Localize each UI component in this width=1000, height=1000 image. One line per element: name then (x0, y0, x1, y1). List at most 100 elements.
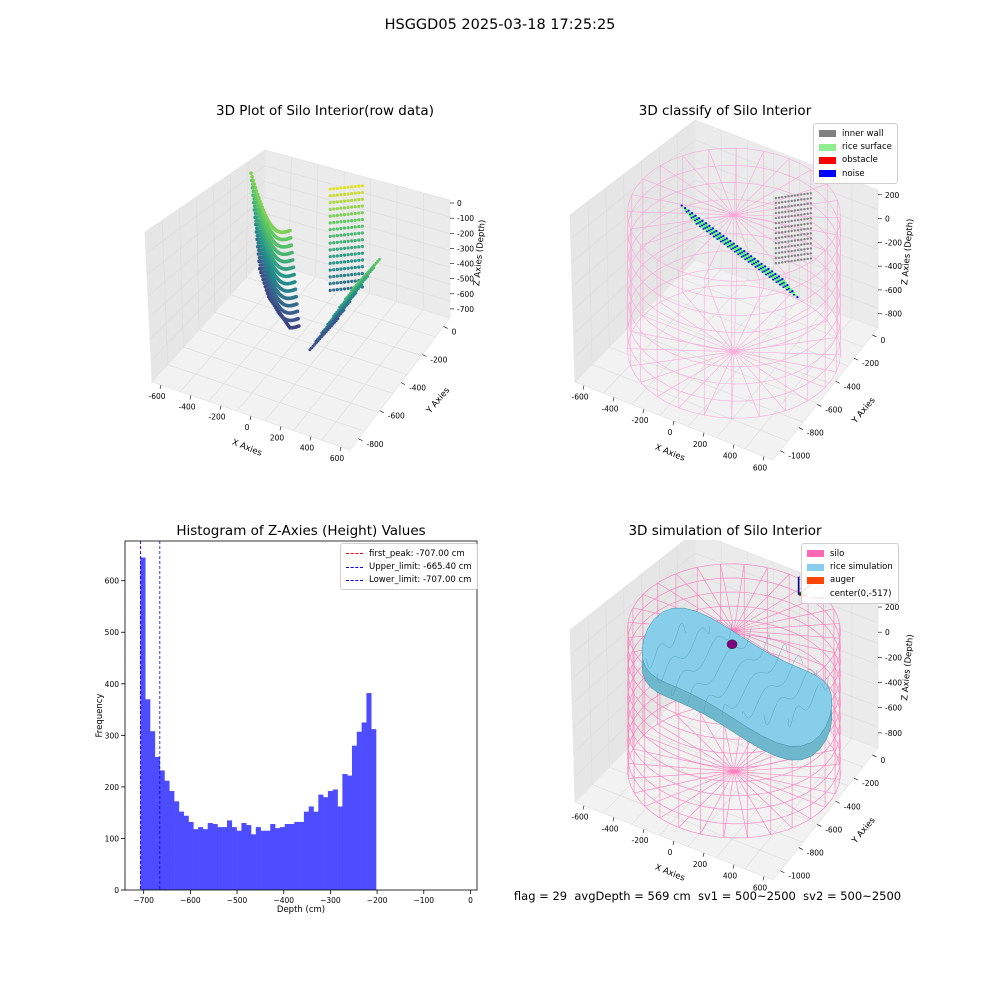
inner-wall-point (803, 233, 806, 236)
y-tick-label: -800 (807, 849, 824, 858)
data-point (332, 207, 336, 211)
raw-data-3d-plot: -600 -400 -200 0 200 400 600 0 -200 -400 -600 -800 0… (144, 149, 488, 463)
silo-floor-spoke (733, 351, 826, 388)
silo-floor-spoke (700, 771, 735, 835)
gridline (572, 199, 879, 311)
inner-wall-point (790, 239, 793, 243)
data-point (346, 266, 350, 270)
histogram-bar (347, 775, 353, 890)
x-tick (339, 446, 342, 451)
data-point (288, 228, 292, 233)
silo-roof-spoke (733, 564, 745, 631)
inner-wall-point (787, 250, 790, 253)
inner-wall-point (800, 193, 803, 196)
data-point (360, 238, 364, 242)
data-point (353, 211, 357, 216)
y-axis-label: Y Axies (850, 815, 878, 846)
x-tick (672, 420, 675, 426)
gridline (659, 559, 849, 786)
gridline (245, 161, 436, 338)
y-tick-label: 500 (105, 628, 120, 637)
silo-roof-spoke (720, 564, 735, 631)
inner-wall-point (806, 227, 809, 230)
x-tick-label: -200 (208, 413, 225, 422)
rice-surface-point (783, 279, 786, 283)
inner-wall-point (793, 259, 797, 262)
silo-roof-spoke (630, 214, 735, 230)
inner-wall-point (793, 254, 797, 257)
data-point (296, 316, 300, 321)
z-tick-label: -600 (885, 704, 902, 713)
silo-roof-spoke (733, 630, 841, 639)
data-point (328, 214, 332, 218)
gridline (623, 174, 819, 404)
noise-point (774, 272, 777, 276)
data-point (339, 193, 343, 197)
silo-roof-spoke (733, 183, 828, 215)
data-point (357, 245, 361, 249)
inner-wall-point (803, 253, 806, 256)
data-point (335, 186, 339, 190)
inner-wall-point (777, 241, 781, 244)
x-tick-label: 200 (270, 433, 285, 442)
inner-wall-point (784, 240, 787, 244)
data-point (258, 199, 262, 203)
histogram-bar (159, 770, 165, 890)
noise-point (770, 270, 774, 273)
gridline (587, 615, 789, 862)
data-point (253, 185, 258, 190)
inner-wall-point (796, 198, 800, 202)
rice-surface-point (758, 262, 761, 265)
data-point (335, 281, 339, 285)
z-tick-label: -400 (885, 679, 902, 688)
rice-surface-point (734, 244, 737, 247)
inner-wall-point (793, 234, 797, 237)
silo-floor-spoke (733, 285, 737, 352)
silo-floor-spoke (642, 315, 735, 352)
data-point (339, 287, 343, 291)
legend-swatch (819, 130, 836, 138)
data-point (342, 186, 347, 190)
legend-label: noise (842, 168, 865, 179)
gridline (605, 187, 804, 423)
legend-item-center: center(0,-517) (807, 587, 893, 600)
inner-wall-point (787, 230, 790, 233)
inner-wall-point (793, 224, 797, 227)
data-point (342, 192, 347, 196)
histogram-bar (337, 806, 343, 890)
data-point (332, 268, 336, 272)
inner-wall-point (806, 242, 809, 246)
histogram-bar (246, 825, 252, 890)
inner-wall-point (787, 220, 790, 223)
data-point (332, 193, 336, 198)
noise-point (767, 267, 770, 270)
silo-roof-spoke (733, 567, 768, 631)
inner-wall-point (790, 204, 793, 208)
y-tick (422, 354, 427, 357)
inner-wall-point (806, 192, 809, 195)
data-point (342, 267, 347, 271)
data-point (250, 175, 254, 179)
y-tick-label: 600 (105, 577, 120, 586)
inner-wall-point (793, 239, 797, 242)
noise-point (743, 250, 746, 253)
auger-marker (726, 639, 738, 650)
histogram-bar (241, 822, 247, 890)
rice-surface-point (762, 264, 765, 267)
inner-wall-point (803, 243, 806, 246)
status-line: flag = 29 avgDepth = 569 cm sv1 = 500~25… (513, 889, 902, 903)
data-point (350, 192, 354, 196)
histogram-bar (351, 745, 358, 890)
inner-wall-point (790, 244, 793, 248)
gridline (623, 587, 819, 824)
legend-item-noise: noise (819, 167, 892, 180)
silo-floor-spoke (733, 771, 772, 835)
data-point (342, 199, 347, 203)
inner-wall-point (781, 256, 784, 259)
data-point (290, 258, 295, 262)
data-point (342, 219, 347, 223)
data-point (332, 247, 336, 252)
data-point (297, 324, 301, 328)
data-point (360, 231, 364, 235)
data-point (294, 294, 298, 299)
